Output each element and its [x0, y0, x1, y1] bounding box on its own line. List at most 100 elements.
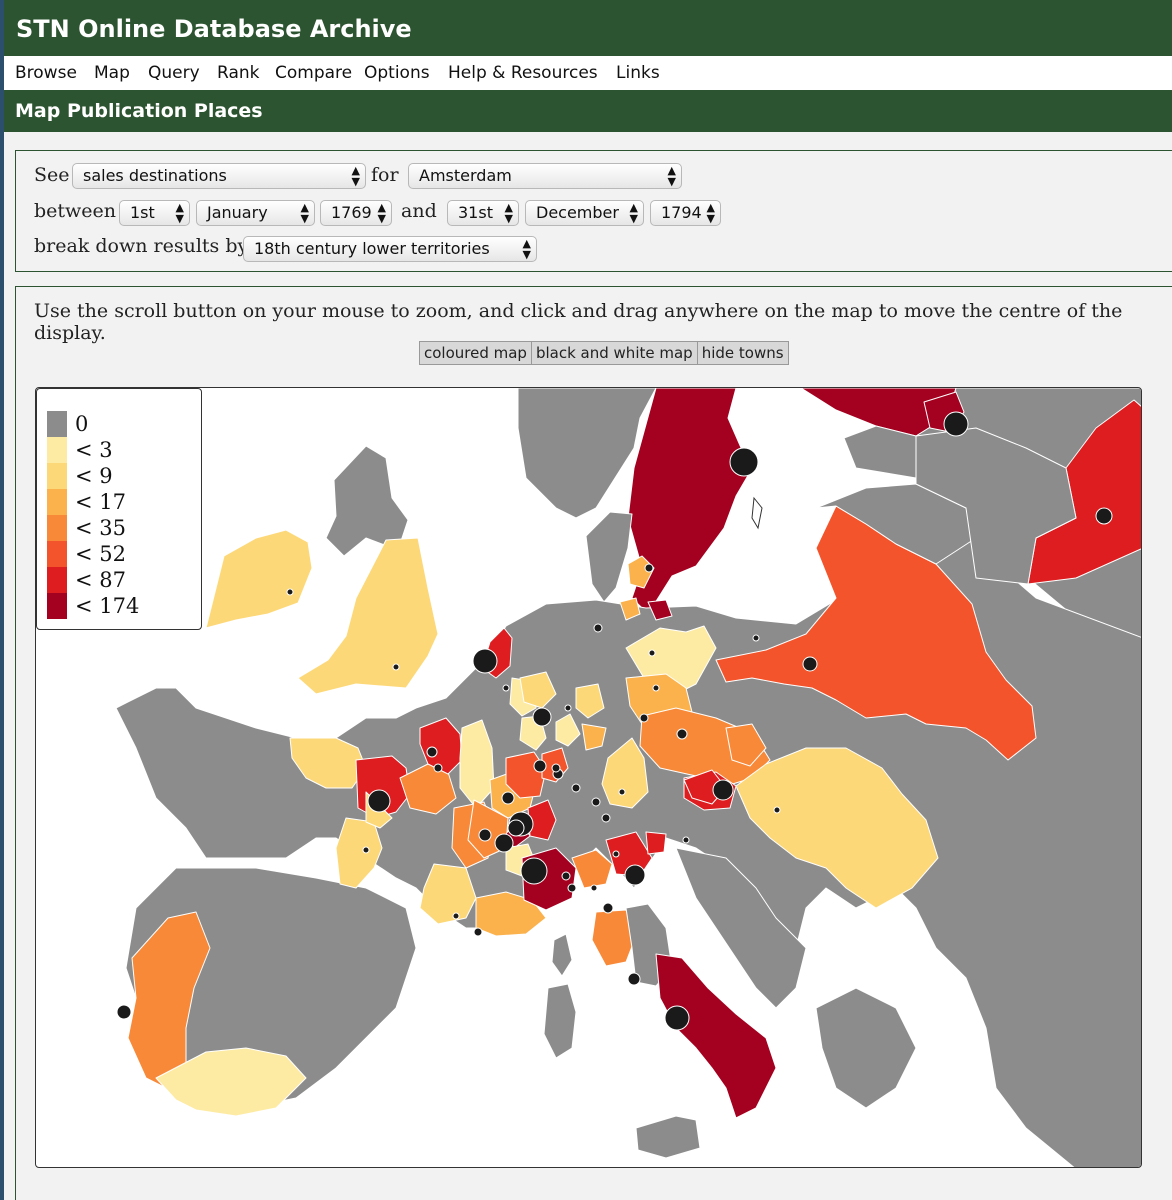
town-bruxelles[interactable] — [502, 684, 510, 692]
region-lombardy[interactable] — [571, 849, 613, 889]
region-mecklenburg[interactable] — [619, 597, 641, 621]
town-nancy[interactable] — [433, 763, 443, 773]
town-neuchatel[interactable] — [507, 819, 525, 837]
start-day-select[interactable]: 1st ▲ ▼ — [119, 200, 190, 226]
town-turin[interactable] — [520, 857, 548, 885]
see-select[interactable]: sales destinations ▲ ▼ — [72, 163, 366, 189]
region-west-france[interactable] — [335, 817, 383, 889]
hide-towns-button[interactable]: hide towns — [697, 341, 789, 365]
start-month-select[interactable]: January ▲ ▼ — [196, 200, 315, 226]
region-pomerania[interactable] — [647, 599, 673, 621]
region-lorraine[interactable] — [419, 717, 463, 775]
region-franche-comte[interactable] — [459, 719, 495, 809]
town-lausanne[interactable] — [501, 791, 515, 805]
town-marseille[interactable] — [473, 927, 483, 937]
town-mannheim[interactable] — [551, 763, 561, 773]
menu-item-query[interactable]: Query — [148, 63, 200, 83]
black-and-white-map-button[interactable]: black and white map — [531, 341, 698, 365]
region-tyrol[interactable] — [555, 713, 581, 747]
start-year-select[interactable]: 1769 ▲ ▼ — [320, 200, 392, 226]
breakdown-select[interactable]: 18th century lower territories ▲ ▼ — [243, 236, 537, 262]
menu-item-compare[interactable]: Compare — [275, 63, 353, 83]
town-stuttgart[interactable] — [571, 783, 581, 793]
region-venetia[interactable] — [605, 831, 653, 877]
town-moscow[interactable] — [1095, 507, 1113, 525]
town-dresden[interactable] — [652, 684, 660, 692]
end-year-select[interactable]: 1794 ▲ ▼ — [650, 200, 721, 226]
end-day-select[interactable]: 31st ▲ ▼ — [447, 200, 519, 226]
town-hanover[interactable] — [564, 704, 572, 712]
region-russia-north[interactable] — [915, 427, 1077, 585]
town-augsburg[interactable] — [591, 797, 601, 807]
end-month-select[interactable]: December ▲ ▼ — [525, 200, 644, 226]
town-prague[interactable] — [676, 728, 688, 740]
town-munich[interactable] — [618, 788, 626, 796]
town-naples[interactable] — [664, 1005, 690, 1031]
region-ireland[interactable] — [205, 529, 313, 629]
region-greece[interactable] — [815, 987, 917, 1109]
town-venice[interactable] — [624, 864, 646, 886]
menu-item-links[interactable]: Links — [616, 63, 660, 83]
region-lithuania[interactable] — [815, 483, 977, 565]
town-london[interactable] — [392, 663, 400, 671]
town-bordeaux[interactable] — [362, 846, 370, 854]
region-norway[interactable] — [517, 388, 657, 519]
region-westphalia[interactable] — [519, 671, 557, 709]
region-thuringia[interactable] — [581, 723, 607, 751]
town-copenhagen[interactable] — [644, 563, 654, 573]
for-select[interactable]: Amsterdam ▲ ▼ — [408, 163, 682, 189]
town-padua[interactable] — [612, 850, 620, 858]
town-budapest[interactable] — [773, 806, 781, 814]
region-brittany[interactable] — [289, 737, 367, 789]
town-bologna[interactable] — [590, 884, 598, 892]
region-sicily[interactable] — [635, 1115, 701, 1159]
town-rome[interactable] — [627, 972, 641, 986]
menu-item-browse[interactable]: Browse — [15, 63, 77, 83]
town-vienna[interactable] — [712, 779, 734, 801]
town-toulouse[interactable] — [452, 912, 460, 920]
town-milan[interactable] — [561, 871, 571, 881]
region-dauphine[interactable] — [419, 863, 477, 925]
region-bavaria[interactable] — [601, 737, 649, 809]
town-frankfurt[interactable] — [532, 707, 552, 727]
region-corsica[interactable] — [551, 933, 573, 977]
town-stockholm[interactable] — [729, 447, 759, 477]
region-andalusia[interactable] — [155, 1047, 307, 1117]
menu-item-help-resources[interactable]: Help & Resources — [448, 63, 598, 83]
menu-item-rank[interactable]: Rank — [217, 63, 260, 83]
town-leipzig[interactable] — [639, 713, 649, 723]
coloured-map-button[interactable]: coloured map — [419, 341, 532, 365]
region-moravia[interactable] — [725, 723, 767, 767]
town-sofia[interactable] — [682, 836, 690, 844]
region-naples[interactable] — [655, 953, 777, 1119]
town-florence[interactable] — [602, 902, 614, 914]
town-strasbourg[interactable] — [426, 746, 438, 758]
menu-item-options[interactable]: Options — [364, 63, 430, 83]
region-sardinia[interactable] — [543, 983, 577, 1059]
town-paris[interactable] — [367, 789, 391, 813]
town-nuremberg[interactable] — [601, 813, 611, 823]
town-genoa[interactable] — [567, 883, 577, 893]
region-denmark[interactable] — [585, 511, 633, 603]
region-hanover[interactable] — [575, 683, 605, 719]
town-lisbon[interactable] — [116, 1004, 132, 1020]
town-basel[interactable] — [533, 759, 547, 773]
town-berlin[interactable] — [648, 649, 656, 657]
town-amsterdam[interactable] — [472, 648, 498, 674]
menu-item-map[interactable]: Map — [94, 63, 130, 83]
region-balkans-west[interactable] — [675, 847, 807, 1009]
region-venice[interactable] — [645, 831, 667, 855]
town-konigsberg[interactable] — [752, 634, 760, 642]
region-sweden[interactable] — [627, 388, 751, 615]
region-england[interactable] — [297, 537, 439, 695]
town-geneva[interactable] — [494, 833, 514, 853]
town-lyon[interactable] — [478, 828, 492, 842]
europe-map-svg[interactable] — [36, 388, 1142, 1168]
town-warsaw[interactable] — [802, 656, 818, 672]
map-canvas[interactable]: 0 < 3 < 9 < 17 < 35 < 52 < 87 < 174 — [35, 387, 1142, 1168]
region-hungary[interactable] — [735, 747, 939, 909]
region-poland[interactable] — [715, 505, 1037, 761]
town-st-petersburg[interactable] — [943, 411, 969, 437]
town-hamburg[interactable] — [593, 623, 603, 633]
town-dublin[interactable] — [286, 588, 294, 596]
